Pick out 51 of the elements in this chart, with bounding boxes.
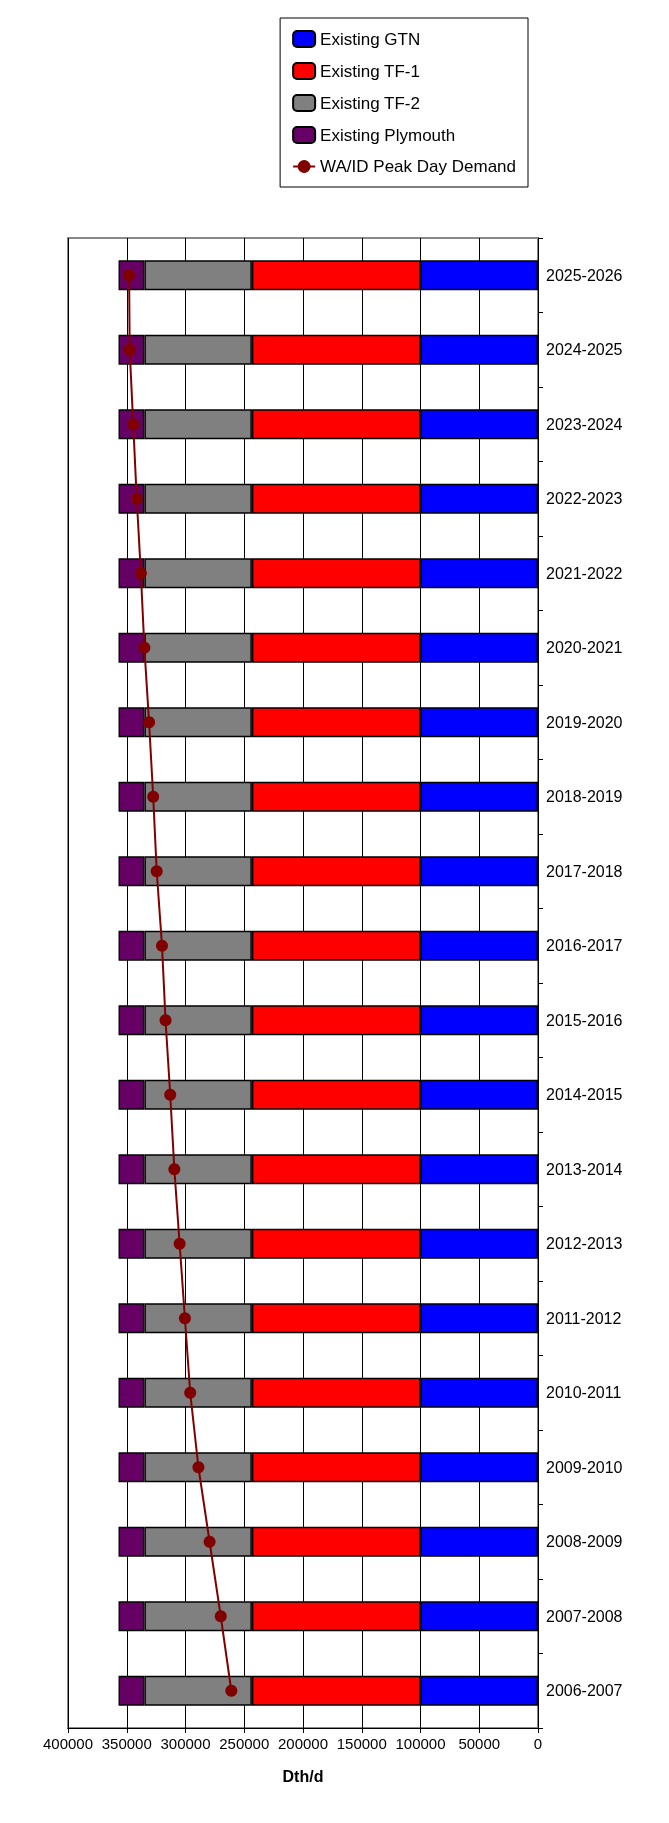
point: [173, 1237, 186, 1250]
point: [159, 1014, 172, 1027]
y-tick-label: 2015-2016: [546, 1011, 623, 1029]
y-tick-label: 2009-2010: [546, 1458, 623, 1476]
legend-label: Existing GTN: [320, 29, 421, 49]
y-tick-label: 2025-2026: [546, 266, 623, 284]
legend-label: WA/ID Peak Day Demand: [320, 157, 517, 176]
x-tick-label: 250000: [219, 1735, 270, 1752]
legend-label: Existing TF-1: [320, 61, 420, 81]
point: [147, 790, 160, 803]
x-tick-label: 50000: [458, 1735, 501, 1752]
y-tick-label: 2024-2025: [546, 341, 623, 359]
y-tick-label: 2006-2007: [546, 1682, 623, 1700]
y-tick-label: 2020-2021: [546, 639, 623, 657]
y-tick-label: 2022-2023: [546, 490, 623, 508]
point: [184, 1386, 197, 1399]
y-tick-label: 2007-2008: [546, 1607, 623, 1625]
point: [143, 716, 156, 729]
point: [178, 1312, 191, 1325]
y-tick-label: 2010-2011: [546, 1384, 622, 1402]
y-tick-label: 2014-2015: [546, 1086, 623, 1104]
point: [138, 641, 151, 654]
x-tick-label: 150000: [336, 1735, 387, 1752]
x-tick-label: 350000: [101, 1735, 152, 1752]
y-tick-label: 2021-2022: [546, 564, 623, 582]
point: [134, 567, 147, 580]
y-tick-label: 2016-2017: [546, 937, 623, 955]
x-tick-label: 400000: [42, 1735, 94, 1752]
y-tick-label: 2018-2019: [546, 788, 623, 806]
legend-label: Existing Plymouth: [320, 125, 456, 145]
point: [192, 1461, 205, 1474]
x-tick-label: 300000: [160, 1735, 211, 1752]
point: [214, 1610, 227, 1623]
x-tick-label: 100000: [395, 1735, 446, 1752]
x-tick-label: 200000: [277, 1735, 329, 1752]
point: [203, 1535, 216, 1548]
point: [164, 1088, 177, 1101]
point: [225, 1684, 238, 1697]
y-tick-label: 2011-2012: [546, 1309, 622, 1327]
y-tick-label: 2023-2024: [546, 415, 623, 433]
y-tick-label: 2019-2020: [546, 713, 623, 731]
y-tick-label: 2008-2009: [546, 1533, 623, 1551]
point: [156, 939, 168, 952]
x-tick-label: 0: [533, 1735, 543, 1752]
y-tick-label: 2013-2014: [546, 1160, 623, 1178]
point: [150, 865, 163, 878]
point: [168, 1163, 181, 1176]
y-tick-label: 2012-2013: [546, 1235, 623, 1253]
y-tick-label: 2017-2018: [546, 862, 623, 880]
x-axis-title: Dth/d: [282, 1767, 324, 1785]
legend-label: Existing TF-2: [320, 93, 420, 113]
